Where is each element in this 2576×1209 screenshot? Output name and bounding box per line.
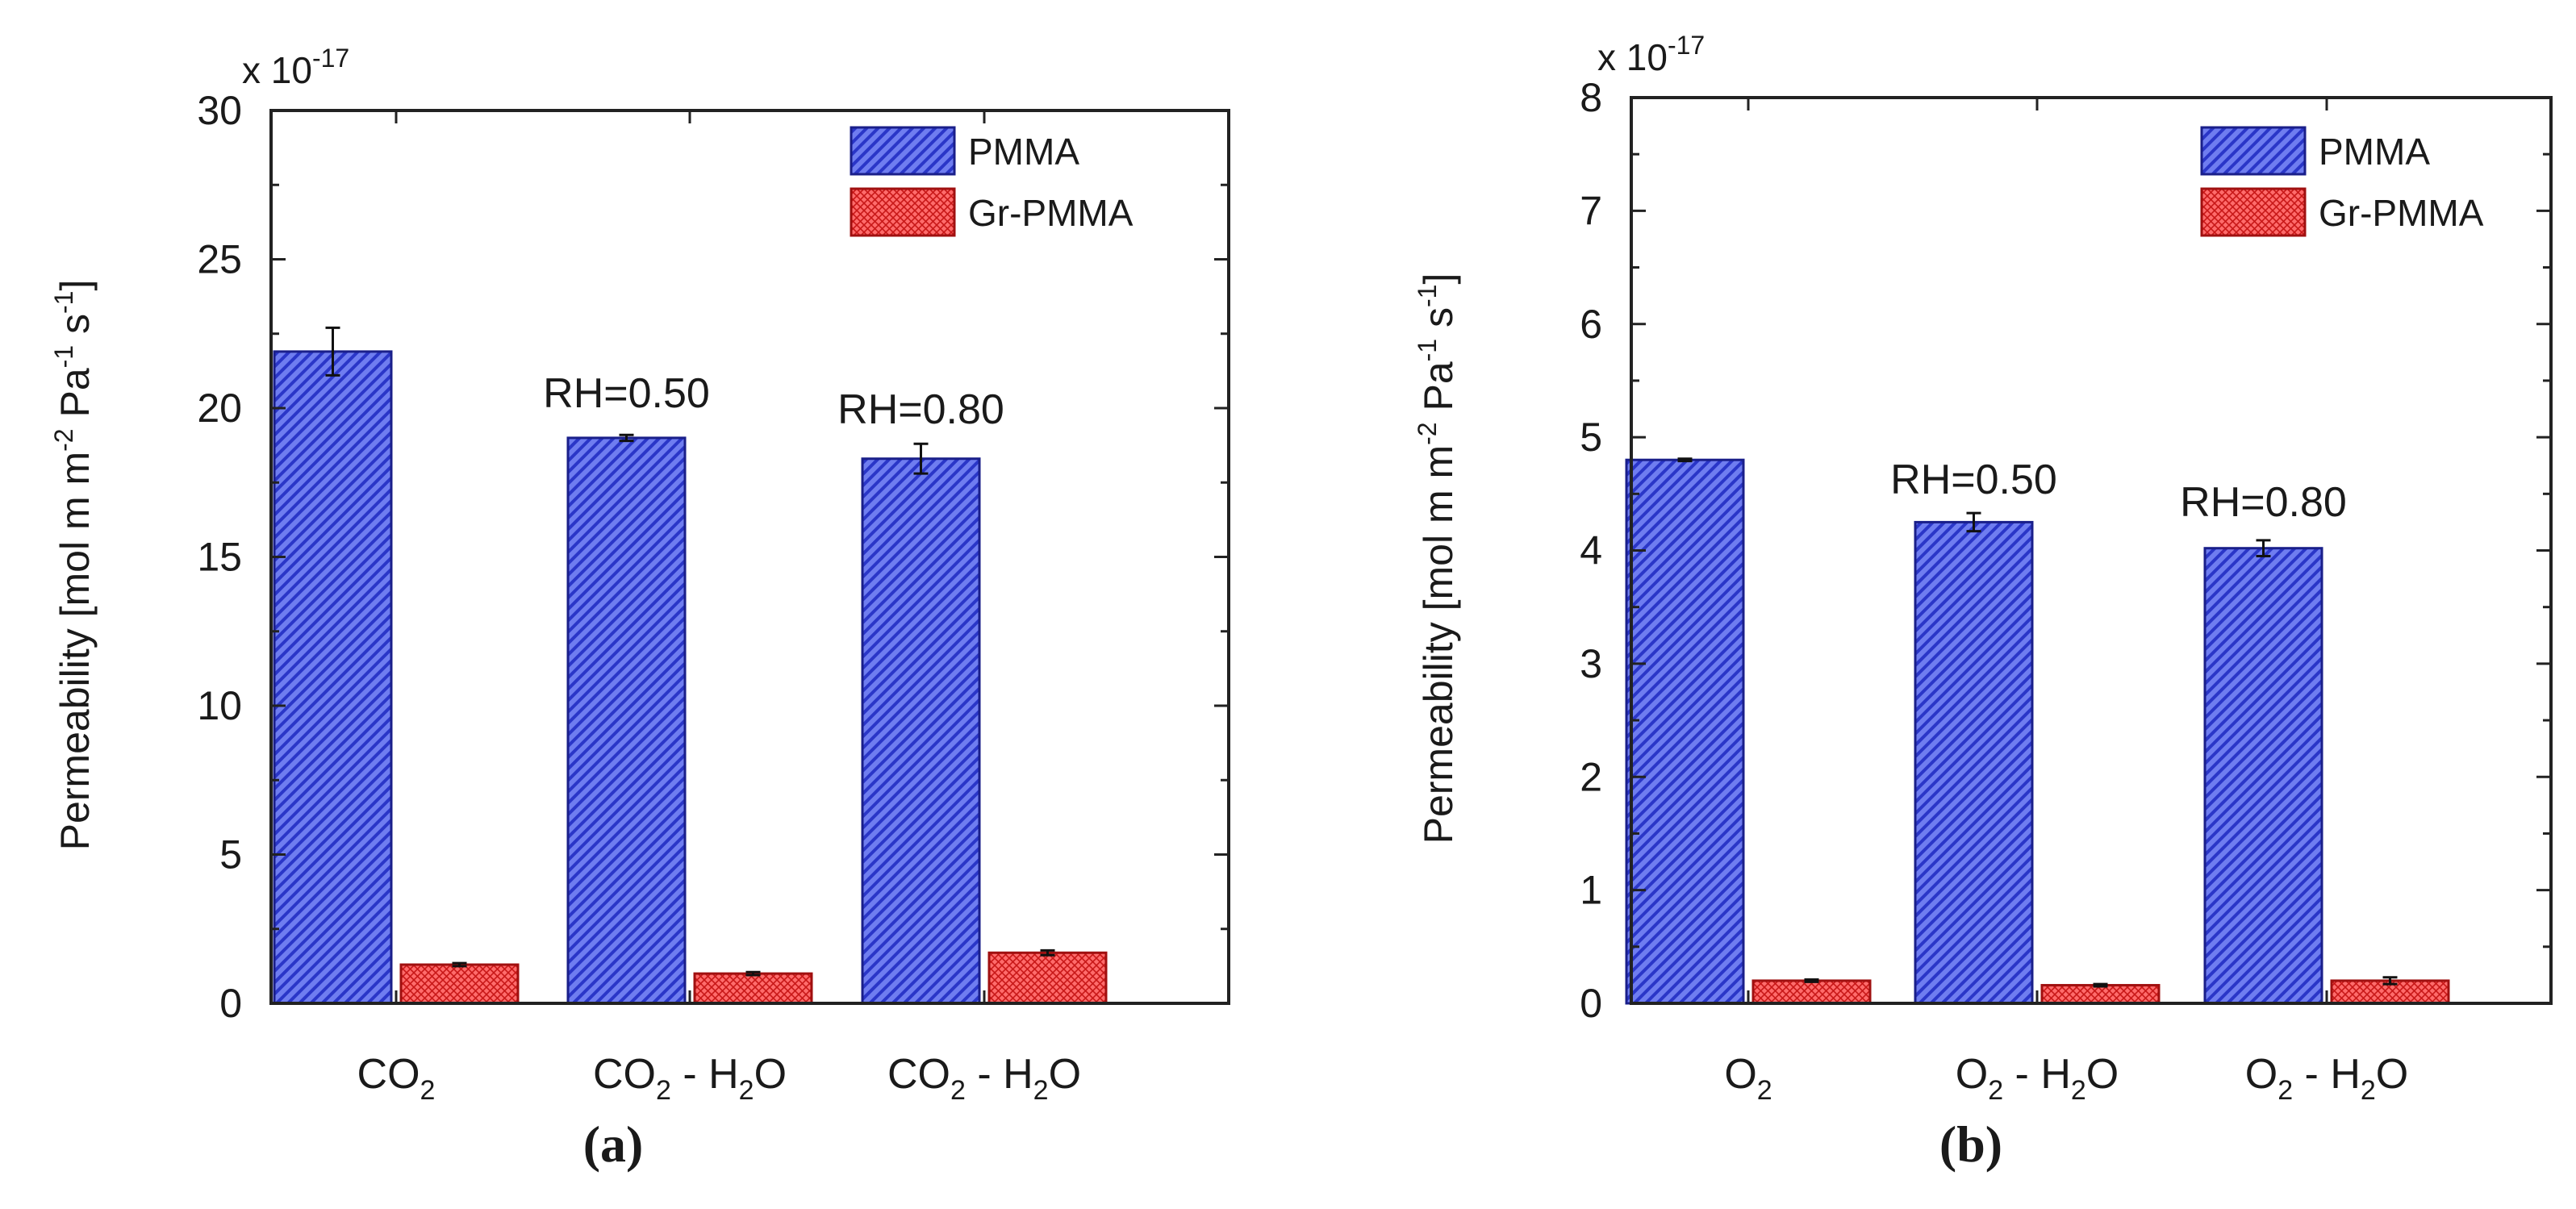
y-tick-label: 0 bbox=[219, 981, 242, 1026]
y-tick-label: 1 bbox=[1580, 868, 1602, 913]
gr-pmma-error-bar-3 bbox=[1040, 948, 1055, 957]
y-tick-label: 10 bbox=[197, 683, 242, 728]
category-label-3: O2 - H2O bbox=[2245, 1051, 2409, 1106]
y-tick-label: 2 bbox=[1580, 754, 1602, 799]
legend-item-pmma: PMMA bbox=[850, 126, 1079, 176]
gr-pmma-error-bar-1 bbox=[1804, 978, 1819, 983]
rh-annotation-1: RH=0.50 bbox=[1890, 457, 2057, 503]
rh-annotation-1: RH=0.50 bbox=[543, 370, 710, 417]
gr-pmma-bar-2 bbox=[2040, 984, 2161, 1005]
y-tick-label: 8 bbox=[1580, 75, 1602, 120]
pmma-bar-2 bbox=[566, 436, 687, 1005]
y-exponent-label: x 10-17 bbox=[1597, 31, 1705, 78]
y-tick-label: 4 bbox=[1580, 528, 1602, 573]
y-tick-label: 15 bbox=[197, 535, 242, 580]
legend-label: Gr-PMMA bbox=[2319, 192, 2484, 234]
category-label-1: CO2 bbox=[357, 1051, 436, 1106]
y-tick-label: 3 bbox=[1580, 641, 1602, 686]
gr-pmma-bar-1 bbox=[1751, 979, 1872, 1005]
category-label-2: O2 - H2O bbox=[1956, 1051, 2119, 1106]
y-tick-label: 0 bbox=[1580, 981, 1602, 1026]
rh-annotation-2: RH=0.80 bbox=[837, 386, 1004, 433]
pmma-error-bar-1 bbox=[325, 326, 340, 377]
pmma-error-bar-2 bbox=[1966, 511, 1981, 533]
y-tick-label: 20 bbox=[197, 386, 242, 431]
category-label-1: O2 bbox=[1724, 1051, 1772, 1106]
gr-pmma-error-bar-2 bbox=[745, 970, 761, 977]
panel-label: (b) bbox=[1939, 1115, 2002, 1173]
legend-swatch bbox=[2200, 187, 2307, 237]
y-axis-label: Permeability [mol m m-2 Pa-1 s-1] bbox=[49, 280, 98, 851]
gr-pmma-bar-1 bbox=[399, 963, 520, 1005]
y-tick-label: 7 bbox=[1580, 188, 1602, 233]
pmma-error-bar-3 bbox=[2256, 539, 2271, 558]
y-tick-label: 5 bbox=[219, 832, 242, 878]
y-exponent-label: x 10-17 bbox=[242, 44, 349, 91]
plot-frame bbox=[269, 109, 1230, 1005]
gr-pmma-bar-3 bbox=[987, 951, 1108, 1005]
y-tick-label: 6 bbox=[1580, 302, 1602, 347]
gr-pmma-error-bar-3 bbox=[2382, 976, 2398, 986]
pmma-error-bar-1 bbox=[1677, 457, 1693, 463]
gr-pmma-error-bar-1 bbox=[452, 961, 467, 968]
legend-swatch bbox=[2200, 126, 2307, 176]
pmma-error-bar-3 bbox=[913, 442, 929, 475]
legend-item-pmma: PMMA bbox=[2200, 126, 2430, 176]
legend-label: Gr-PMMA bbox=[968, 192, 1134, 234]
pmma-bar-2 bbox=[1914, 520, 2034, 1005]
rh-annotation-2: RH=0.80 bbox=[2180, 479, 2347, 526]
gr-pmma-bar-2 bbox=[693, 972, 813, 1005]
chart-panel-b: 0 1 2 3 4 5 6 7 8 O2 O2 - H2O O2 - H2O x 10-17 Permea… bbox=[1413, 31, 2553, 1173]
legend-label: PMMA bbox=[968, 131, 1079, 173]
pmma-bar-3 bbox=[2203, 547, 2323, 1005]
y-tick-label: 5 bbox=[1580, 415, 1602, 460]
y-tick-label: 30 bbox=[197, 88, 242, 133]
legend-item-gr-pmma: Gr-PMMA bbox=[2200, 187, 2484, 237]
y-axis-label: Permeability [mol m m-2 Pa-1 s-1] bbox=[1413, 273, 1461, 844]
pmma-bar-3 bbox=[861, 457, 981, 1005]
pmma-bar-1 bbox=[273, 350, 393, 1005]
category-label-2: CO2 - H2O bbox=[593, 1051, 787, 1106]
category-label-3: CO2 - H2O bbox=[887, 1051, 1081, 1106]
pmma-bar-1 bbox=[1625, 458, 1745, 1005]
chart-panel-a: 0 5 10 15 20 25 30 CO2 CO2 - H2O CO2 - H2O x 10-17… bbox=[49, 44, 1230, 1173]
panel-label: (a) bbox=[583, 1115, 644, 1173]
legend-swatch bbox=[850, 126, 956, 176]
legend-swatch bbox=[850, 187, 956, 237]
y-tick-label: 25 bbox=[197, 237, 242, 282]
pmma-error-bar-2 bbox=[619, 433, 634, 443]
legend-item-gr-pmma: Gr-PMMA bbox=[850, 187, 1134, 237]
gr-pmma-error-bar-2 bbox=[2093, 982, 2108, 988]
legend-label: PMMA bbox=[2319, 131, 2430, 173]
